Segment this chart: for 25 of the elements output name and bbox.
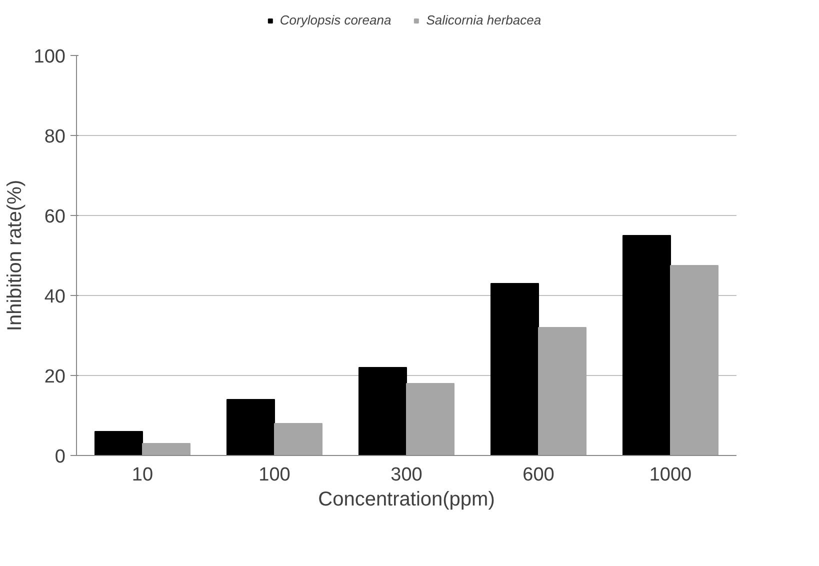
y-tick-label: 60 (44, 206, 66, 228)
bar (274, 423, 323, 456)
bar (490, 283, 539, 456)
y-tick-label: 20 (44, 366, 66, 388)
bar (622, 235, 671, 456)
y-tick-label: 40 (44, 286, 66, 308)
x-axis-title: Concentration(ppm) (318, 488, 495, 510)
bar (358, 367, 407, 456)
bar (226, 399, 275, 456)
bar (538, 327, 587, 456)
legend-label: Salicornia herbacea (426, 12, 542, 28)
y-axis-title: Inhibition rate(%) (4, 180, 26, 332)
legend-label: Corylopsis coreana (280, 12, 392, 28)
bar (142, 443, 191, 456)
bar (406, 383, 455, 456)
x-tick-label: 10 (132, 464, 154, 486)
bar (670, 265, 719, 456)
y-tick-label: 0 (54, 446, 66, 468)
x-tick-label: 600 (522, 464, 554, 486)
bar (94, 431, 143, 456)
x-tick-label: 1000 (649, 464, 692, 486)
x-tick-label: 300 (390, 464, 422, 486)
y-tick-label: 80 (44, 126, 66, 148)
x-tick-label: 100 (258, 464, 290, 486)
y-tick-label: 100 (34, 46, 66, 68)
